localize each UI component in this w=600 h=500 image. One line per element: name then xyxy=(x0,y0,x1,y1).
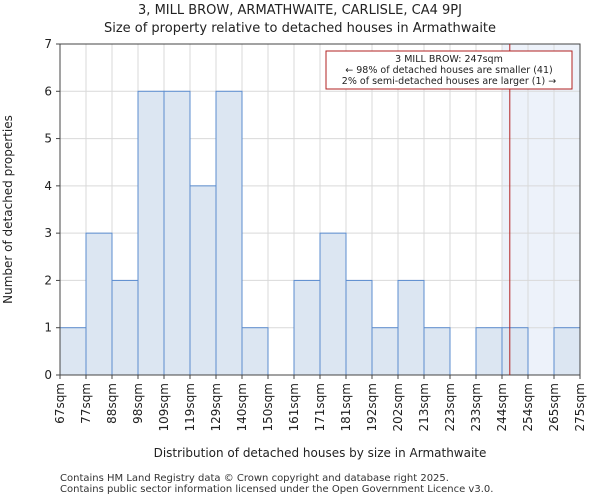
y-tick-label: 2 xyxy=(44,273,52,287)
histogram-bar xyxy=(501,327,529,376)
chart-title: 3, MILL BROW, ARMATHWAITE, CARLISLE, CA4… xyxy=(138,3,462,18)
x-tick-label: 181sqm xyxy=(339,383,353,431)
x-tick-label: 161sqm xyxy=(287,383,301,431)
footer-licence: Contains public sector information licen… xyxy=(60,484,494,495)
y-tick-label: 0 xyxy=(44,368,52,382)
x-tick-label: 244sqm xyxy=(495,383,509,431)
x-tick-label: 119sqm xyxy=(183,383,197,431)
x-tick-label: 265sqm xyxy=(547,383,561,431)
histogram-bar xyxy=(59,327,87,376)
x-tick-label: 233sqm xyxy=(469,383,483,431)
x-tick-label: 129sqm xyxy=(209,383,223,431)
x-tick-label: 140sqm xyxy=(235,383,249,431)
histogram-bar xyxy=(423,327,451,376)
x-tick-label: 77sqm xyxy=(79,383,93,424)
y-tick-label: 7 xyxy=(44,37,52,51)
x-tick-label: 98sqm xyxy=(131,383,145,424)
chart-subtitle: Size of property relative to detached ho… xyxy=(103,21,497,36)
x-tick-label: 67sqm xyxy=(53,383,67,424)
y-tick-label: 5 xyxy=(44,132,52,146)
annotation-line: ← 98% of detached houses are smaller (41… xyxy=(345,65,552,76)
annotation-line: 3 MILL BROW: 247sqm xyxy=(395,54,503,65)
footer-copyright: Contains HM Land Registry data © Crown c… xyxy=(60,473,449,484)
histogram-bar xyxy=(319,232,347,376)
y-tick-label: 1 xyxy=(44,321,52,335)
histogram-bar xyxy=(137,90,165,376)
histogram-bar xyxy=(475,327,503,376)
x-tick-label: 202sqm xyxy=(391,383,405,431)
annotation-line: 2% of semi-detached houses are larger (1… xyxy=(342,76,556,87)
histogram-bar xyxy=(163,90,191,376)
x-tick-label: 171sqm xyxy=(313,383,327,431)
histogram-bar xyxy=(241,327,269,376)
histogram-bar xyxy=(371,327,399,376)
histogram-bar xyxy=(189,185,217,376)
x-tick-label: 223sqm xyxy=(443,383,457,431)
x-tick-label: 109sqm xyxy=(157,383,171,431)
x-tick-label: 254sqm xyxy=(521,383,535,431)
x-tick-label: 275sqm xyxy=(573,383,587,431)
x-tick-label: 192sqm xyxy=(365,383,379,431)
histogram-bar xyxy=(553,327,581,376)
y-axis-label: Number of detached properties xyxy=(1,115,15,304)
histogram-bar xyxy=(85,232,113,376)
x-tick-label: 213sqm xyxy=(417,383,431,431)
y-tick-label: 3 xyxy=(44,226,52,240)
highlight-region xyxy=(502,44,580,375)
x-tick-label: 150sqm xyxy=(261,383,275,431)
histogram-bar xyxy=(215,90,243,376)
y-tick-label: 6 xyxy=(44,84,52,98)
x-tick-label: 88sqm xyxy=(105,383,119,424)
histogram-bar xyxy=(397,279,425,376)
histogram-bar xyxy=(111,279,139,376)
histogram-bar xyxy=(345,279,373,376)
x-axis-label: Distribution of detached houses by size … xyxy=(154,446,487,460)
y-tick-label: 4 xyxy=(44,179,52,193)
annotation-box xyxy=(325,50,573,90)
histogram-bar xyxy=(293,279,321,376)
